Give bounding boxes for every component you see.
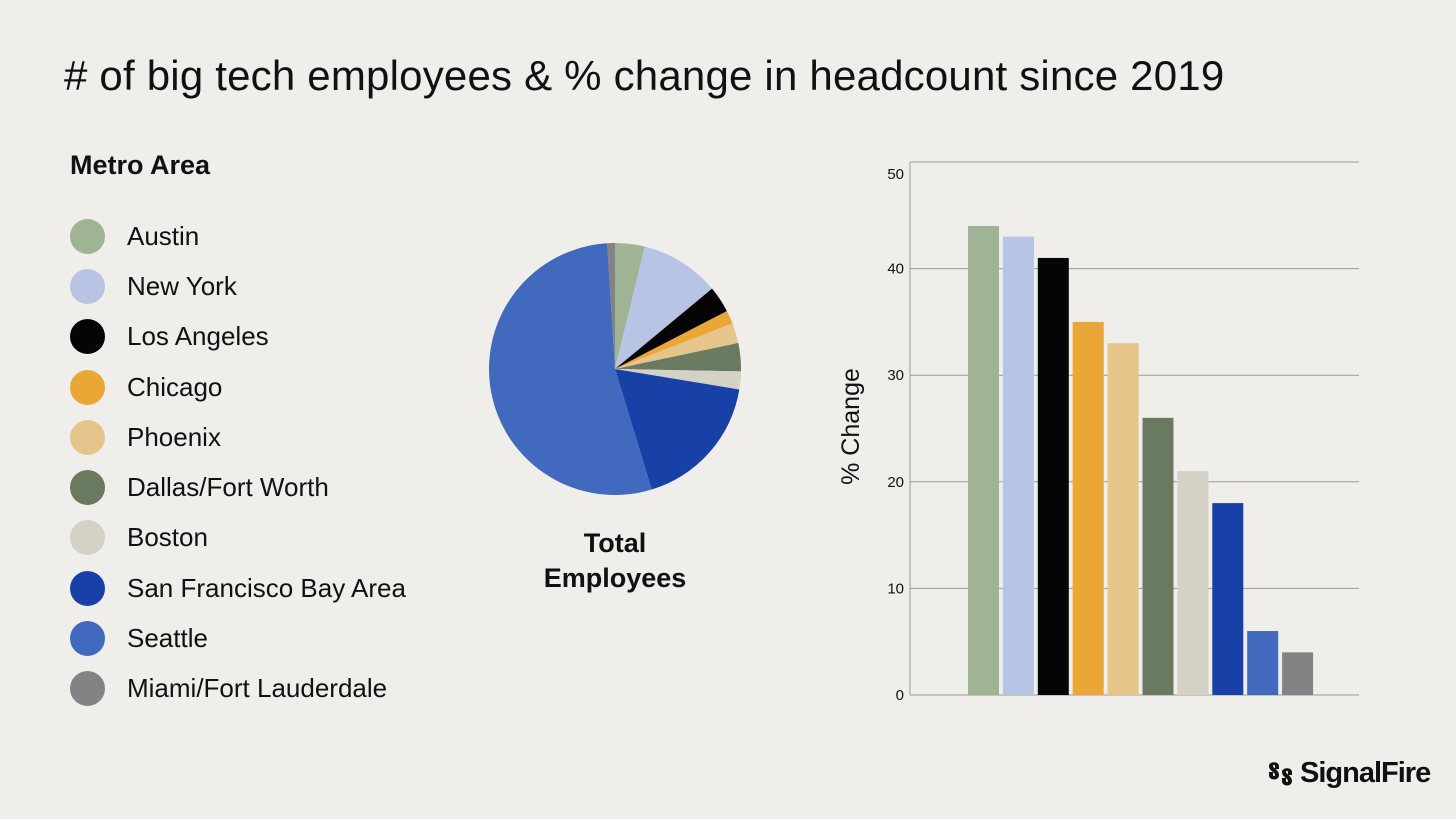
- bar-chicago: [1072, 321, 1104, 695]
- pie-slice-dallas-fort-worth: [615, 343, 742, 372]
- bar-miami-fort-lauderdale: [1282, 652, 1314, 695]
- pie-slice-chicago: [615, 311, 733, 369]
- legend-label: Dallas/Fort Worth: [127, 472, 329, 503]
- legend-swatch: [70, 319, 105, 355]
- legend-item-austin: Austin: [70, 211, 406, 261]
- legend-swatch: [70, 369, 105, 405]
- bar-new-york: [1002, 236, 1034, 695]
- legend-swatch: [70, 419, 105, 455]
- legend-swatch: [70, 570, 105, 606]
- legend-label: Seattle: [127, 623, 208, 654]
- y-axis-label: % Change: [837, 368, 865, 485]
- legend-swatch: [70, 520, 105, 556]
- legend-item-phoenix: Phoenix: [70, 412, 406, 462]
- pie-caption-line-1: Total: [583, 528, 647, 558]
- legend-heading: Metro Area: [70, 150, 211, 180]
- legend-item-boston: Boston: [70, 513, 406, 563]
- bar-phoenix: [1107, 343, 1139, 695]
- legend-label: San Francisco Bay Area: [127, 572, 406, 603]
- y-tick-label: 20: [887, 474, 904, 491]
- legend-item-los-angeles: Los Angeles: [70, 312, 406, 362]
- legend: Austin New York Los Angeles Chicago Phoe…: [70, 211, 406, 714]
- pie-caption: Total Employees: [515, 526, 715, 596]
- legend-swatch: [70, 268, 105, 304]
- bar-chart: 0 10 20 30 40 50 % Change: [837, 161, 1359, 704]
- signalfire-logo-icon: [1269, 761, 1292, 785]
- legend-item-seattle: Seattle: [70, 613, 406, 663]
- legend-item-dallas-fort-worth: Dallas/Fort Worth: [70, 462, 406, 512]
- bar-boston: [1177, 471, 1209, 695]
- pie-slice-san-francisco-bay-area: [615, 369, 740, 490]
- bar-dallas-fort-worth: [1142, 417, 1174, 695]
- y-tick-label: 40: [887, 261, 904, 278]
- pie-slice-austin: [615, 243, 645, 369]
- bar-austin: [968, 225, 999, 695]
- legend-label: New York: [127, 270, 237, 301]
- legend-swatch: [70, 621, 105, 657]
- y-tick-label: 30: [887, 367, 904, 384]
- bar-seattle: [1247, 631, 1279, 695]
- pie-slice-seattle: [489, 243, 652, 496]
- pie-slice-miami-fort-lauderdale: [607, 243, 615, 369]
- pie-caption-line-2: Employees: [543, 563, 687, 593]
- legend-swatch: [70, 218, 105, 254]
- legend-label: Chicago: [127, 371, 223, 402]
- legend-label: Phoenix: [127, 421, 221, 452]
- legend-item-miami-fort-lauderdale: Miami/Fort Lauderdale: [70, 664, 406, 714]
- legend-item-san-francisco-bay-area: San Francisco Bay Area: [70, 563, 406, 613]
- pie-slice-los-angeles: [615, 288, 727, 369]
- bar-san-francisco-bay-area: [1212, 503, 1244, 695]
- legend-item-chicago: Chicago: [70, 362, 406, 412]
- y-tick-label: 50: [887, 166, 904, 183]
- bar-los-angeles: [1037, 257, 1069, 695]
- pie-chart: [489, 243, 742, 496]
- pie-slice-new-york: [615, 246, 713, 369]
- chart-title: # of big tech employees & % change in he…: [64, 52, 1225, 99]
- legend-label: Miami/Fort Lauderdale: [127, 673, 388, 704]
- legend-swatch: [70, 671, 105, 707]
- signalfire-logo: SignalFire: [1266, 757, 1431, 790]
- y-tick-label: 0: [896, 687, 904, 704]
- legend-item-new-york: New York: [70, 261, 406, 311]
- y-tick-label: 10: [887, 580, 904, 597]
- pie-slice-phoenix: [615, 323, 739, 369]
- legend-label: Austin: [127, 220, 200, 251]
- legend-label: Los Angeles: [127, 321, 269, 352]
- legend-swatch: [70, 470, 105, 506]
- signalfire-logo-text: SignalFire: [1300, 757, 1431, 789]
- legend-label: Boston: [127, 522, 208, 553]
- pie-slice-boston: [615, 369, 741, 390]
